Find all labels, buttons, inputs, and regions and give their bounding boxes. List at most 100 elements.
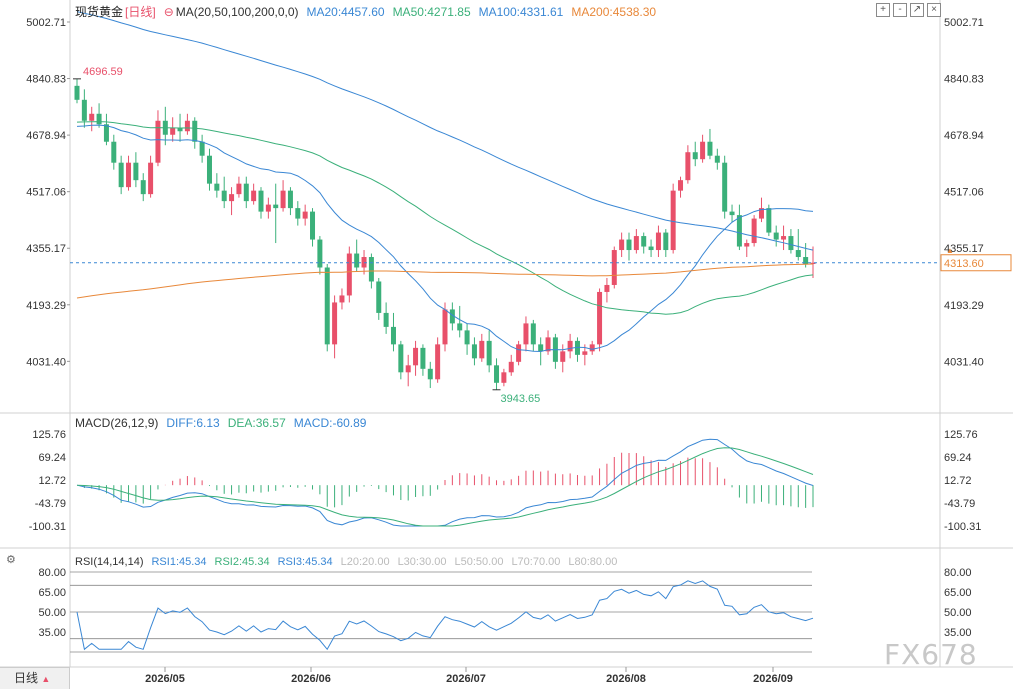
- rsi-tick-right: 65.00: [944, 587, 972, 599]
- rsi-l80: L80:80.00: [568, 556, 618, 568]
- candle-body: [192, 120, 198, 142]
- rsi-tick-right: 35.00: [944, 627, 972, 639]
- candle-body: [405, 365, 411, 373]
- macd-tick-left: -43.79: [35, 498, 66, 510]
- candle-body: [766, 208, 772, 233]
- candle-body: [390, 326, 396, 345]
- gear-icon[interactable]: ⚙: [6, 554, 16, 566]
- macd-tick-left: 69.24: [38, 452, 66, 464]
- candle-body: [788, 236, 794, 251]
- price-tick-right: 5002.71: [944, 17, 984, 29]
- price-tick-right: 4355.17: [944, 243, 984, 255]
- zoom-in-button[interactable]: +: [876, 3, 890, 17]
- rsi-l50: L50:50.00: [454, 556, 504, 568]
- rsi-line: [76, 580, 814, 651]
- candle-body: [494, 365, 500, 383]
- max-label: 4696.59: [83, 66, 123, 78]
- candle-body: [714, 155, 720, 163]
- rsi-tick-right: 50.00: [944, 607, 972, 619]
- period-tag: [日线]: [125, 5, 156, 19]
- zoom-out-button[interactable]: -: [893, 3, 907, 17]
- candle-body: [324, 267, 330, 345]
- candle-body: [221, 190, 227, 202]
- candle-body: [243, 183, 249, 202]
- macd-value: MACD:-60.89: [293, 416, 367, 430]
- candle-body: [155, 120, 161, 163]
- expand-button[interactable]: ↗: [910, 3, 924, 17]
- candle-body: [795, 250, 801, 258]
- candle-body: [449, 309, 455, 324]
- candle-body: [354, 253, 360, 268]
- ma100-line: [76, 11, 814, 251]
- x-axis-label: 2026/07: [446, 673, 486, 685]
- period-selector[interactable]: 日线 ▲: [0, 667, 70, 689]
- candle-body: [722, 162, 728, 212]
- macd-tick-right: 125.76: [944, 429, 978, 441]
- candle-body: [383, 312, 389, 327]
- x-axis-label: 2026/05: [145, 673, 185, 685]
- candle-body: [133, 162, 139, 181]
- macd-tick-right: -43.79: [944, 498, 975, 510]
- ma-toggle-icon[interactable]: ⊖: [163, 5, 174, 19]
- rsi-header: RSI(14,14,14) RSI1:45.34 RSI2:45.34 RSI3:45…: [75, 555, 625, 569]
- candle-body: [803, 257, 809, 265]
- ma20-line: [76, 124, 814, 353]
- close-button[interactable]: ×: [927, 3, 941, 17]
- candle-body: [332, 302, 338, 345]
- candle-body: [523, 323, 529, 345]
- x-axis-label: 2026/08: [606, 673, 646, 685]
- candle-body: [420, 347, 426, 369]
- macd-dea: DEA:36.57: [227, 416, 286, 430]
- candle-body: [729, 211, 735, 216]
- price-tick-right: 4193.29: [944, 300, 984, 312]
- candle-body: [744, 243, 750, 247]
- ma50-value: MA50:4271.85: [392, 5, 471, 19]
- price-tick-left: 4840.83: [26, 74, 66, 86]
- candle-body: [538, 344, 544, 352]
- candle-body: [641, 236, 647, 247]
- candle-body: [413, 347, 419, 366]
- candle-body: [589, 344, 595, 352]
- candle-body: [258, 190, 264, 212]
- candle-body: [530, 323, 536, 345]
- price-tick-left: 4678.94: [26, 130, 66, 142]
- rsi-tick-left: 35.00: [38, 627, 66, 639]
- price-tick-left: 4355.17: [26, 243, 66, 255]
- candle-body: [626, 239, 632, 251]
- candle-body: [229, 194, 235, 202]
- candle-body: [177, 127, 183, 132]
- candle-body: [368, 257, 374, 282]
- candle-body: [103, 124, 109, 142]
- candle-body: [206, 155, 212, 184]
- candle-body: [773, 232, 779, 240]
- rsi-tick-left: 50.00: [38, 607, 66, 619]
- candle-body: [508, 361, 514, 373]
- candle-body: [501, 372, 507, 383]
- candle-body: [126, 162, 132, 188]
- price-header: 现货黄金 [日线] ⊖ MA(20,50,100,200,0,0) MA20:4457.…: [75, 5, 664, 19]
- watermark: FX678: [884, 638, 978, 671]
- candle-body: [81, 99, 87, 121]
- candle-body: [310, 211, 316, 240]
- candle-body: [574, 340, 580, 355]
- period-selector-label: 日线: [14, 671, 39, 685]
- candle-body: [346, 253, 352, 296]
- price-tick-right: 4031.40: [944, 356, 984, 368]
- candle-body: [287, 190, 293, 209]
- x-axis-label: 2026/06: [291, 673, 331, 685]
- min-label: 3943.65: [501, 393, 541, 405]
- candle-body: [118, 162, 124, 188]
- candle-body: [184, 120, 190, 132]
- macd-tick-right: 12.72: [944, 475, 972, 487]
- candle-body: [339, 295, 345, 303]
- candle-body: [700, 141, 706, 160]
- rsi-l70: L70:70.00: [511, 556, 561, 568]
- last-price-value: 4313.60: [944, 258, 984, 270]
- candle-body: [670, 190, 676, 251]
- ma200-line: [76, 263, 814, 299]
- candle-body: [74, 85, 80, 100]
- candle-body: [781, 236, 787, 240]
- macd-tick-left: -100.31: [29, 521, 66, 533]
- candle-body: [758, 208, 764, 219]
